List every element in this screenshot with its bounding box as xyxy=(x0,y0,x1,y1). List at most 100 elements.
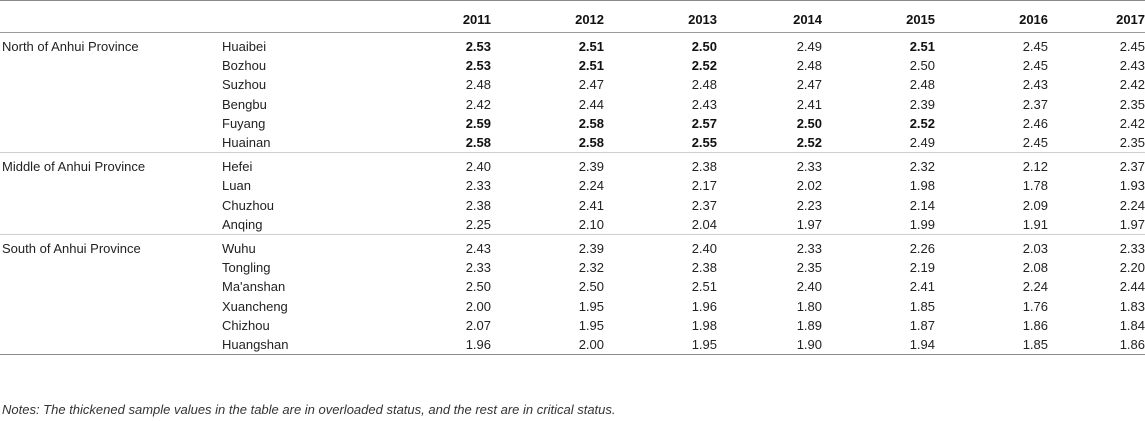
value-cell: 2.42 xyxy=(465,96,492,112)
value-cell: 2.35 xyxy=(1048,132,1145,154)
value-cell: 2.52 xyxy=(717,132,823,154)
value-cell: 2.33 xyxy=(796,159,823,175)
value-cell: 2.50 xyxy=(578,279,605,295)
table-row: Huangshan1.962.001.951.901.941.851.861.8… xyxy=(0,334,1145,355)
value-cell: 2.40 xyxy=(796,279,823,295)
value-cell: 2.35 xyxy=(1119,96,1145,112)
city-label: Xuancheng xyxy=(222,298,288,314)
value-cell: 2.42 xyxy=(1119,77,1145,93)
table-row: South of Anhui Province Wuhu 2.43 2.39 2.40 2… xyxy=(0,234,1145,258)
value-cell: 2.19 xyxy=(909,260,936,276)
city-label: Anqing xyxy=(222,216,263,232)
value-cell: 2.50 xyxy=(796,115,823,131)
table-row: North of Anhui Province Huaibei 2.53 2.51 2.… xyxy=(0,33,1145,57)
value-cell: 2.24 xyxy=(578,178,605,194)
value-cell: 1.96 xyxy=(330,334,492,355)
value-cell: 1.87 xyxy=(909,317,936,333)
value-cell: 2.08 xyxy=(1022,260,1049,276)
value-cell: 2.24 xyxy=(1119,197,1145,213)
value-cell: 2.50 xyxy=(691,39,718,55)
value-cell: 1.95 xyxy=(578,298,605,314)
table-row: Middle of Anhui Province Hefei 2.40 2.39 2.3… xyxy=(0,153,1145,177)
value-cell: 1.86 xyxy=(1048,334,1145,355)
header-blank xyxy=(0,6,330,32)
top-rule xyxy=(0,0,1145,1)
value-cell: 2.26 xyxy=(909,240,936,256)
value-cell: 2.25 xyxy=(330,214,492,235)
value-cell: 2.58 xyxy=(491,132,605,154)
city-label: Huaibei xyxy=(222,39,267,55)
row-label-cell: Tongling xyxy=(0,258,330,277)
value-cell: 1.84 xyxy=(1119,317,1145,333)
value-cell: 2.12 xyxy=(1022,159,1049,175)
row-label-cell: Middle of Anhui Province Hefei xyxy=(0,153,330,177)
value-cell: 2.59 xyxy=(465,115,492,131)
row-label-cell: Huainan xyxy=(0,132,330,154)
city-label: Chizhou xyxy=(222,317,270,333)
value-cell: 2.42 xyxy=(1119,115,1145,131)
value-cell: 2.07 xyxy=(465,317,492,333)
city-label: Wuhu xyxy=(222,240,256,256)
region-label: Middle of Anhui Province xyxy=(2,159,146,175)
value-cell: 1.94 xyxy=(822,334,936,355)
value-cell: 1.83 xyxy=(1119,298,1145,314)
city-label: Luan xyxy=(222,178,251,194)
row-label-cell: Suzhou xyxy=(0,75,330,94)
value-cell: 1.96 xyxy=(691,298,718,314)
year-header-2013: 2013 xyxy=(688,11,718,27)
value-cell: 2.53 xyxy=(465,58,492,74)
table-body: North of Anhui Province Huaibei 2.53 2.51 2.… xyxy=(0,32,1145,355)
value-cell: 2.03 xyxy=(1022,240,1049,256)
table-row: Xuancheng2.001.951.961.801.851.761.831.7… xyxy=(0,296,1145,315)
value-cell: 1.78 xyxy=(1022,178,1049,194)
year-header-2014: 2014 xyxy=(793,11,823,27)
value-cell: 1.85 xyxy=(935,334,1049,355)
value-cell: 2.48 xyxy=(465,77,492,93)
year-header-2016: 2016 xyxy=(1019,11,1049,27)
year-header-2015: 2015 xyxy=(906,11,936,27)
table-notes: Notes: The thickened sample values in th… xyxy=(2,402,616,417)
row-label-cell: Chizhou xyxy=(0,316,330,335)
value-cell: 2.14 xyxy=(909,197,936,213)
value-cell: 2.43 xyxy=(691,96,718,112)
year-header-2011: 2011 xyxy=(462,11,492,27)
value-cell: 2.40 xyxy=(465,159,492,175)
header-rule xyxy=(0,32,1145,33)
value-cell: 2.39 xyxy=(578,159,605,175)
value-cell: 2.38 xyxy=(465,197,492,213)
value-cell: 2.32 xyxy=(578,260,605,276)
row-label-cell: Anqing xyxy=(0,214,330,235)
value-cell: 2.33 xyxy=(465,178,492,194)
value-cell: 1.95 xyxy=(578,317,605,333)
value-cell: 1.93 xyxy=(1119,178,1145,194)
value-cell: 2.37 xyxy=(1119,159,1145,175)
row-label-cell: North of Anhui Province Huaibei xyxy=(0,33,330,57)
value-cell: 2.55 xyxy=(604,132,718,154)
value-cell: 2.51 xyxy=(578,58,605,74)
value-cell: 2.17 xyxy=(691,178,718,194)
data-table: 20112012201320142015201620172018 North o… xyxy=(0,6,1145,355)
value-cell: 1.89 xyxy=(796,317,823,333)
value-cell: 1.90 xyxy=(717,334,823,355)
value-cell: 1.97 xyxy=(717,214,823,235)
value-cell: 2.51 xyxy=(691,279,718,295)
value-cell: 2.44 xyxy=(578,96,605,112)
city-label: Hefei xyxy=(222,159,253,175)
value-cell: 1.99 xyxy=(822,214,936,235)
value-cell: 2.45 xyxy=(1022,39,1049,55)
value-cell: 2.10 xyxy=(491,214,605,235)
value-cell: 1.80 xyxy=(796,298,823,314)
city-label: Huangshan xyxy=(222,336,289,352)
value-cell: 2.09 xyxy=(1022,197,1049,213)
value-cell: 2.47 xyxy=(796,77,823,93)
city-label: Chuzhou xyxy=(222,197,275,213)
value-cell: 1.95 xyxy=(604,334,718,355)
city-label: Huainan xyxy=(222,135,271,151)
value-cell: 2.41 xyxy=(578,197,605,213)
